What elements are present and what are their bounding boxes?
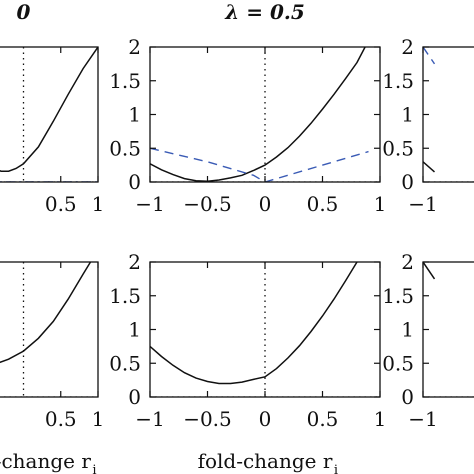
y-tick-label: 1 (401, 103, 414, 127)
y-tick-label: 1 (128, 103, 141, 127)
x-axis-label-subscript: i (92, 463, 96, 474)
chart-panel-6: 0 0.5 1 1.5 2 −1 (382, 250, 474, 431)
y-tick-label: 0 (128, 385, 141, 409)
panel-title: λ = 0.5 (224, 0, 305, 24)
y-tick-label: 1 (401, 318, 414, 342)
plot-frame (0, 261, 99, 398)
y-tick-label: 0.5 (382, 136, 414, 160)
objective-curve-1 (423, 161, 435, 173)
panel-title: 0 (17, 0, 31, 24)
x-tick-label: −0.5 (183, 192, 232, 216)
x-tick-label: 1 (374, 192, 387, 216)
y-tick-label: 1 (128, 318, 141, 342)
plot-frame (422, 261, 474, 398)
x-tick-label: 0 (259, 407, 272, 431)
y-tick-label: 0 (128, 170, 141, 194)
x-tick-label: 1 (374, 407, 387, 431)
reference-lines (0, 262, 98, 397)
objective-curve-1 (150, 262, 358, 385)
series-group (150, 262, 358, 385)
x-tick-label: 0.5 (307, 192, 339, 216)
x-tick-label: −1 (135, 407, 164, 431)
chart-panel-2: 0 0.5 1 1.5 2 −1 −0.5 0 0.5 1 λ = 0.5 (109, 0, 386, 216)
reference-lines (423, 181, 474, 182)
x-tick-label: 0.5 (45, 407, 77, 431)
y-tick-label: 0 (401, 385, 414, 409)
chart-panel-3: 0 0.5 1 1.5 2 −1 (382, 35, 474, 216)
x-tick-label: 0.5 (45, 192, 77, 216)
x-tick-label: −0.5 (183, 407, 232, 431)
y-tick-label: 2 (401, 35, 414, 59)
reference-lines (423, 396, 474, 397)
y-tick-label: 0 (401, 170, 414, 194)
penalty-curve-2 (150, 147, 369, 182)
series-group (423, 47, 436, 173)
penalty-curve-2 (423, 47, 436, 65)
y-tick-label: 2 (401, 250, 414, 274)
x-axis-label: fold-change r (198, 449, 333, 473)
plot-frame (0, 46, 99, 183)
reference-lines (150, 47, 380, 182)
chart-panel-1: 0.5 1 0 (0, 0, 104, 216)
y-tick-label: 1.5 (109, 69, 141, 93)
x-tick-label: −1 (408, 407, 437, 431)
plot-frame (422, 46, 474, 183)
objective-curve-1 (150, 47, 366, 182)
x-tick-label: −1 (135, 192, 164, 216)
x-tick-label: 0.5 (307, 407, 339, 431)
x-tick-label: 1 (92, 192, 105, 216)
x-tick-label: 1 (92, 407, 105, 431)
series-group (0, 262, 92, 364)
series-group (150, 47, 369, 182)
x-axis-label-subscript: i (334, 463, 338, 474)
y-tick-label: 0.5 (109, 136, 141, 160)
reference-lines (0, 47, 98, 182)
y-tick-label: 0.5 (109, 351, 141, 375)
series-group (423, 262, 436, 280)
x-axis-label: fold-change r (0, 449, 91, 473)
objective-curve-1 (0, 262, 92, 364)
objective-curve-1 (0, 47, 98, 172)
reference-lines (150, 262, 380, 397)
y-tick-label: 1.5 (382, 284, 414, 308)
y-tick-label: 2 (128, 35, 141, 59)
y-tick-label: 2 (128, 250, 141, 274)
series-group (0, 47, 98, 182)
y-tick-label: 1.5 (109, 284, 141, 308)
objective-curve-1 (423, 262, 436, 280)
x-tick-label: −1 (408, 192, 437, 216)
x-tick-label: 0 (259, 192, 272, 216)
y-tick-label: 0.5 (382, 351, 414, 375)
y-tick-label: 1.5 (382, 69, 414, 93)
